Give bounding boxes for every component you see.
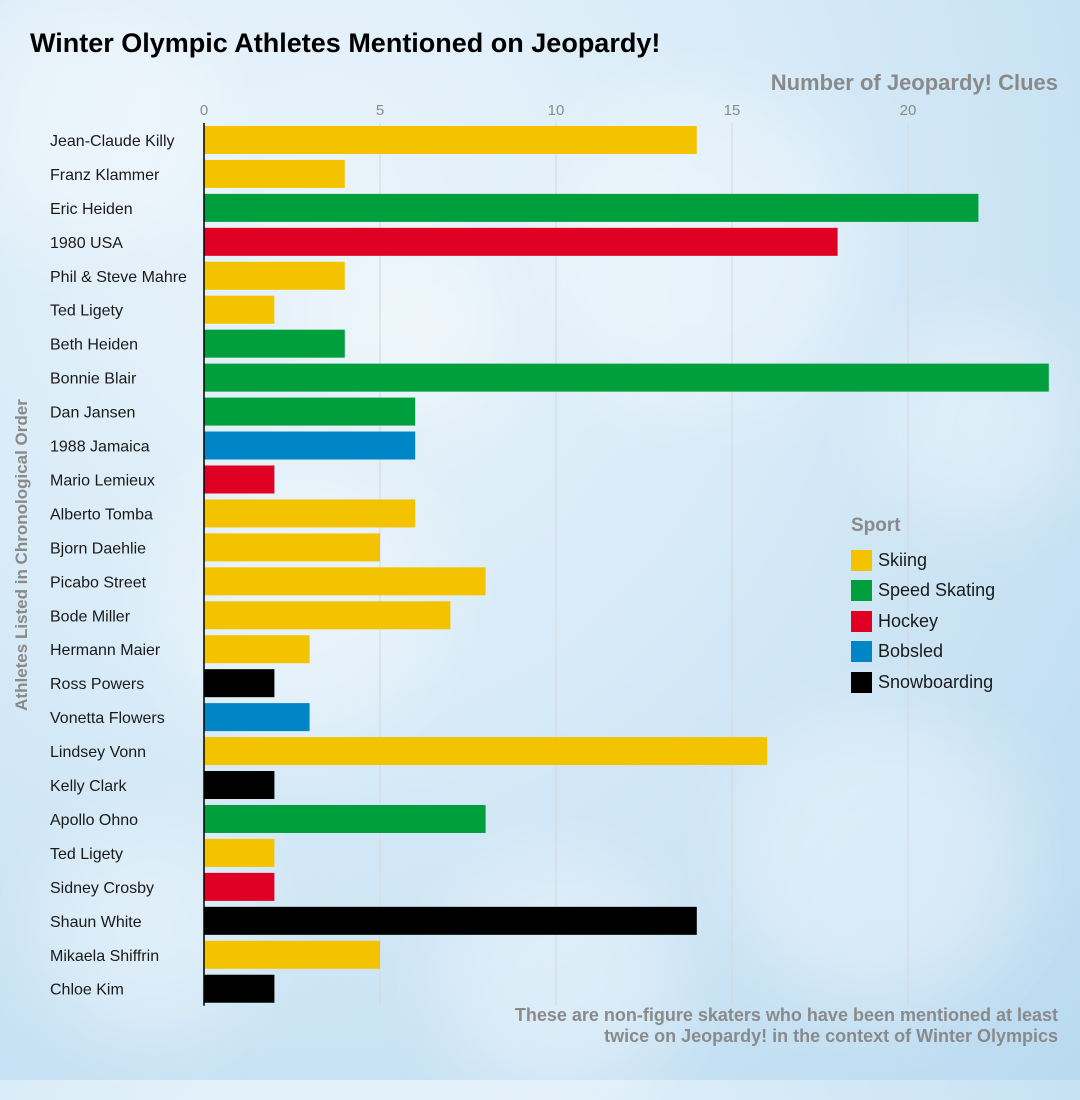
bar bbox=[204, 669, 275, 698]
legend-label-bobsled: Bobsled bbox=[878, 641, 944, 662]
bar bbox=[204, 159, 345, 188]
y-tick-label: Eric Heiden bbox=[50, 201, 133, 218]
legend-item-skiing: Skiing bbox=[851, 545, 995, 576]
bar bbox=[204, 397, 416, 426]
bar bbox=[204, 872, 275, 901]
x-tick-label: 0 bbox=[200, 102, 208, 119]
bar bbox=[204, 431, 416, 460]
legend-swatch-hockey bbox=[851, 610, 872, 632]
bar bbox=[204, 125, 697, 154]
bar bbox=[204, 601, 451, 630]
y-tick-label: Lindsey Vonn bbox=[50, 744, 146, 761]
y-tick-label: Kelly Clark bbox=[50, 778, 127, 795]
x-tick-label: 20 bbox=[900, 102, 917, 119]
bar bbox=[204, 703, 310, 732]
y-tick-label: Dan Jansen bbox=[50, 405, 135, 422]
legend-swatch-snowboarding bbox=[851, 671, 872, 693]
legend-label-hockey: Hockey bbox=[878, 610, 939, 631]
bar bbox=[204, 465, 275, 494]
y-tick-label: Bode Miller bbox=[50, 608, 131, 625]
y-tick-label: Mario Lemieux bbox=[50, 472, 155, 489]
y-tick-label: Ross Powers bbox=[50, 676, 144, 693]
footnote: These are non-figure skaters who have be… bbox=[514, 1005, 1058, 1046]
y-tick-label: Hermann Maier bbox=[50, 642, 161, 659]
x-tick-label: 15 bbox=[724, 102, 741, 119]
x-axis-title: Number of Jeopardy! Clues bbox=[770, 70, 1058, 95]
bar bbox=[204, 940, 380, 969]
y-tick-label: Ted Ligety bbox=[50, 846, 123, 863]
x-tick-label: 5 bbox=[376, 102, 384, 119]
y-tick-label: Apollo Ohno bbox=[50, 812, 138, 829]
legend: Sport Skiing Speed Skating Hockey Bobsle… bbox=[851, 515, 995, 698]
y-tick-label: Beth Heiden bbox=[50, 337, 138, 354]
x-tick-label: 10 bbox=[548, 102, 565, 119]
chart-title: Winter Olympic Athletes Mentioned on Jeo… bbox=[30, 28, 661, 58]
bar bbox=[204, 635, 310, 664]
y-tick-label: Alberto Tomba bbox=[50, 506, 153, 523]
y-tick-label: Franz Klammer bbox=[50, 167, 160, 184]
legend-item-snowboarding: Snowboarding bbox=[851, 667, 995, 698]
legend-item-speed-skating: Speed Skating bbox=[851, 576, 995, 607]
y-tick-label: Mikaela Shiffrin bbox=[50, 948, 159, 965]
legend-label-speed-skating: Speed Skating bbox=[878, 580, 996, 601]
bar bbox=[204, 804, 486, 833]
legend-item-hockey: Hockey bbox=[851, 606, 995, 637]
y-tick-label: Shaun White bbox=[50, 914, 142, 931]
bar bbox=[204, 906, 697, 935]
bar bbox=[204, 193, 979, 222]
bar bbox=[204, 737, 768, 766]
bar bbox=[204, 261, 345, 290]
legend-item-bobsled: Bobsled bbox=[851, 637, 995, 668]
legend-label-snowboarding: Snowboarding bbox=[878, 671, 994, 692]
legend-title: Sport bbox=[851, 515, 901, 536]
bar bbox=[204, 838, 275, 867]
bar bbox=[204, 295, 275, 324]
legend-swatch-speed-skating bbox=[851, 580, 872, 602]
bar bbox=[204, 499, 416, 528]
bar bbox=[204, 533, 380, 562]
y-tick-label: Vonetta Flowers bbox=[50, 710, 165, 727]
bar bbox=[204, 567, 486, 596]
legend-swatch-bobsled bbox=[851, 641, 872, 663]
bar bbox=[204, 363, 1049, 392]
bar bbox=[204, 974, 275, 1003]
y-tick-label: Phil & Steve Mahre bbox=[50, 269, 187, 286]
y-tick-label: 1980 USA bbox=[50, 235, 123, 252]
bar bbox=[204, 227, 838, 256]
bar bbox=[204, 329, 345, 358]
y-tick-label: Chloe Kim bbox=[50, 982, 124, 999]
bar bbox=[204, 771, 275, 800]
y-tick-label: Sidney Crosby bbox=[50, 880, 154, 897]
y-tick-label: 1988 Jamaica bbox=[50, 439, 150, 456]
y-tick-label: Bjorn Daehlie bbox=[50, 540, 146, 557]
legend-label-skiing: Skiing bbox=[878, 549, 928, 570]
y-tick-label: Picabo Street bbox=[50, 574, 147, 591]
y-tick-label: Ted Ligety bbox=[50, 303, 123, 320]
y-tick-label: Jean-Claude Killy bbox=[50, 133, 175, 150]
legend-swatch-skiing bbox=[851, 549, 872, 571]
y-tick-label: Bonnie Blair bbox=[50, 371, 137, 388]
